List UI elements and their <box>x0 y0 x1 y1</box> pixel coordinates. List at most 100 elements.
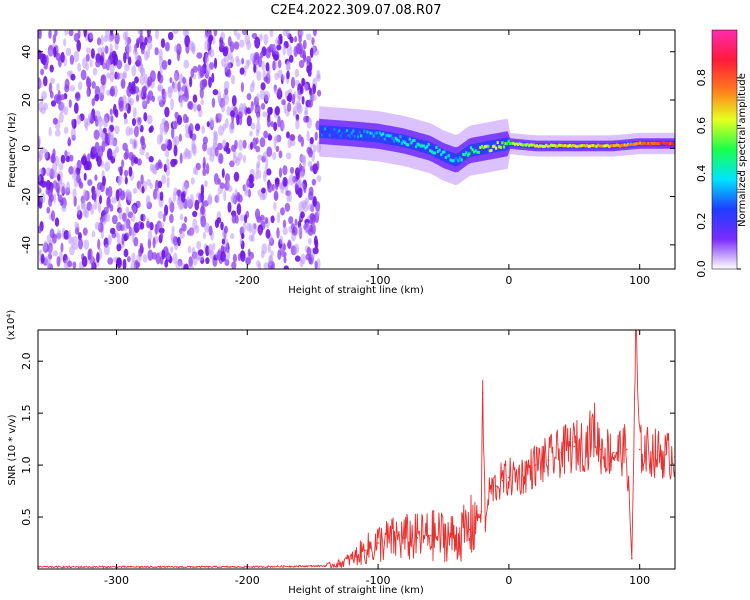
ridge-cell <box>360 134 363 138</box>
noise-blob <box>266 146 273 158</box>
noise-blob <box>204 222 210 233</box>
noise-blob <box>110 115 114 123</box>
noise-blob <box>249 52 255 62</box>
noise-blob <box>130 213 136 222</box>
noise-blob <box>168 197 172 205</box>
noise-blob <box>48 197 53 207</box>
noise-blob <box>273 190 279 201</box>
ridge-cell <box>664 142 667 146</box>
noise-blob <box>274 106 280 116</box>
ridge-cell <box>573 144 576 148</box>
noise-blob <box>263 76 269 83</box>
noise-blob <box>265 229 271 239</box>
noise-blob <box>202 156 206 169</box>
ridge-cell <box>532 143 535 147</box>
noise-blob <box>163 126 168 135</box>
noise-blob <box>259 89 266 100</box>
noise-blob <box>231 261 237 269</box>
ridge-cell <box>575 144 578 148</box>
noise-blob <box>175 261 182 269</box>
noise-blob <box>256 93 260 103</box>
noise-blob <box>78 181 84 189</box>
ridge-cell <box>466 153 469 157</box>
ridge-cell <box>626 142 630 146</box>
noise-blob <box>173 144 178 157</box>
noise-blob <box>259 214 265 221</box>
ridge-cell <box>554 144 557 148</box>
noise-blob <box>308 203 314 212</box>
ridge-cell <box>391 136 394 140</box>
noise-blob <box>204 40 210 52</box>
noise-blob <box>173 158 178 166</box>
noise-blob <box>282 45 286 56</box>
ridge-cell <box>609 144 612 148</box>
ridge-cell <box>341 131 344 135</box>
x-tick-label: 100 <box>629 574 650 587</box>
noise-blob <box>206 147 213 156</box>
noise-blob <box>60 51 65 63</box>
noise-blob <box>146 114 153 125</box>
noise-blob <box>38 30 42 40</box>
noise-blob <box>147 249 154 261</box>
noise-blob <box>76 39 81 52</box>
ridge-cell <box>399 135 402 139</box>
noise-blob <box>171 225 175 234</box>
noise-blob <box>97 201 102 213</box>
noise-blob <box>166 158 170 170</box>
noise-blob <box>171 127 175 139</box>
noise-blob <box>205 53 209 65</box>
noise-blob <box>132 107 137 119</box>
noise-blob <box>158 74 164 84</box>
ridge-cell <box>435 146 438 149</box>
noise-blob <box>297 42 303 55</box>
ridge-cell <box>347 134 350 137</box>
snr-panel: -300 -200 -100 0 100 0.5 1.0 1.5 2.0 Height of … <box>6 310 676 596</box>
noise-blob <box>311 94 317 101</box>
ridge-cell <box>650 141 653 145</box>
noise-blob <box>124 169 129 178</box>
noise-blob <box>106 196 111 209</box>
noise-blob <box>94 174 98 181</box>
noise-blob <box>277 249 282 260</box>
noise-blob <box>133 126 139 138</box>
ridge-cell <box>372 134 375 138</box>
ridge-cell <box>507 139 510 143</box>
ridge-cell <box>361 129 364 133</box>
noise-blob <box>184 216 188 223</box>
noise-blob <box>99 84 105 96</box>
noise-blob <box>157 95 163 103</box>
ridge-cell <box>367 135 371 139</box>
noise-blob <box>125 43 132 54</box>
x-tick-label: 0 <box>505 274 512 287</box>
noise-blob <box>147 39 153 51</box>
noise-blob <box>131 204 137 214</box>
noise-blob <box>201 201 205 214</box>
noise-blob <box>56 229 62 241</box>
noise-blob <box>200 99 204 106</box>
ridge-cell <box>617 144 620 147</box>
noise-blob <box>208 225 213 236</box>
noise-blob <box>283 265 289 269</box>
noise-blob <box>134 76 139 84</box>
noise-blob <box>173 44 178 53</box>
spectrogram-x-label: Height of straight line (km) <box>288 285 424 296</box>
noise-blob <box>316 141 322 153</box>
noise-blob <box>82 208 88 218</box>
noise-blob <box>118 208 123 220</box>
ridge-cell <box>452 159 455 163</box>
snr-point <box>599 448 602 451</box>
noise-blob <box>101 46 105 54</box>
noise-blob <box>192 94 198 103</box>
noise-blob <box>106 72 111 79</box>
noise-blob <box>127 192 132 203</box>
noise-blob <box>263 130 268 139</box>
ridge-cell <box>471 148 474 152</box>
noise-blob <box>217 90 221 102</box>
noise-blob <box>134 51 139 62</box>
noise-blob <box>202 168 207 177</box>
noise-blob <box>275 145 280 153</box>
noise-blob <box>38 226 42 234</box>
noise-blob <box>105 187 109 196</box>
noise-blob <box>58 111 64 123</box>
ridge-cell <box>333 128 336 131</box>
